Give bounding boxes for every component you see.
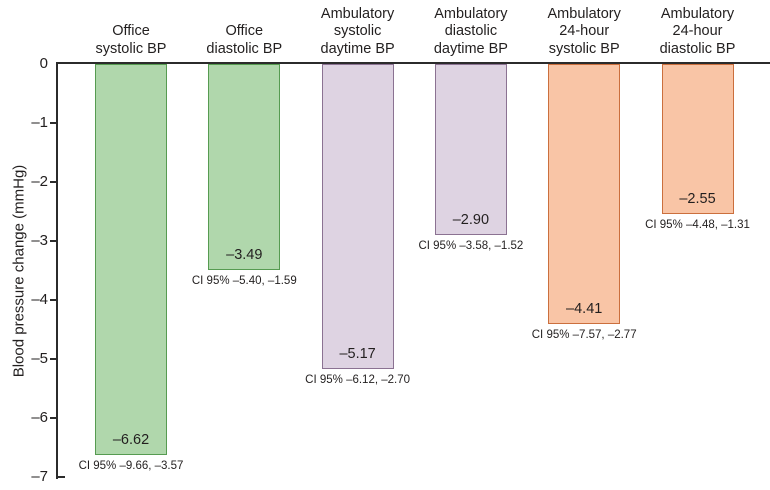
y-tick-mark: [50, 181, 56, 183]
column-header: Ambulatory 24-hour systolic BP: [547, 5, 621, 57]
bar: –3.49: [208, 64, 281, 270]
y-tick-label: –7: [31, 468, 48, 485]
bar-ci-label: CI 95% –9.66, –3.57: [78, 459, 184, 472]
column-header: Ambulatory 24-hour diastolic BP: [659, 5, 736, 57]
column-header: Office systolic BP: [95, 23, 167, 57]
bar-value-label: –4.41: [566, 301, 603, 318]
column-header: Office diastolic BP: [206, 23, 283, 57]
y-tick-label: –2: [31, 173, 48, 190]
y-tick-mark: [50, 358, 56, 360]
y-tick-mark: [50, 122, 56, 124]
bar: –2.55: [661, 64, 734, 215]
column-header: Ambulatory diastolic daytime BP: [433, 5, 508, 57]
y-tick-label: –5: [31, 350, 48, 367]
bar-ci-label: CI 95% –7.57, –2.77: [531, 329, 637, 342]
y-tick-label: 0: [39, 55, 48, 72]
y-tick-mark: [50, 299, 56, 301]
y-tick-label: –1: [31, 114, 48, 131]
bar: –2.90: [434, 64, 507, 236]
y-tick-mark: [58, 476, 65, 478]
bar: –5.17: [321, 64, 394, 370]
bar-value-label: –6.62: [112, 431, 150, 448]
bar: –6.62: [95, 64, 167, 455]
y-tick-mark: [50, 417, 56, 419]
y-tick-label: –6: [31, 409, 48, 426]
y-tick-mark: [50, 240, 56, 242]
column-header: Ambulatory systolic daytime BP: [320, 5, 395, 57]
y-tick-label: –3: [31, 232, 48, 249]
bar: –4.41: [548, 64, 621, 325]
bar-ci-label: CI 95% –4.48, –1.31: [645, 219, 750, 232]
bar-ci-label: CI 95% –3.58, –1.52: [418, 240, 524, 253]
y-tick-label: –4: [31, 291, 48, 308]
bar-value-label: –5.17: [339, 346, 376, 363]
bar-value-label: –3.49: [226, 246, 263, 263]
bar-ci-label: CI 95% –6.12, –2.70: [305, 374, 411, 387]
y-axis-line: [56, 62, 58, 479]
zero-axis-line: [56, 62, 770, 64]
y-axis-title: Blood pressure change (mmHg): [10, 164, 28, 378]
bar-value-label: –2.90: [452, 212, 490, 229]
bar-ci-label: CI 95% –5.40, –1.59: [191, 274, 297, 287]
bar-value-label: –2.55: [679, 191, 716, 208]
